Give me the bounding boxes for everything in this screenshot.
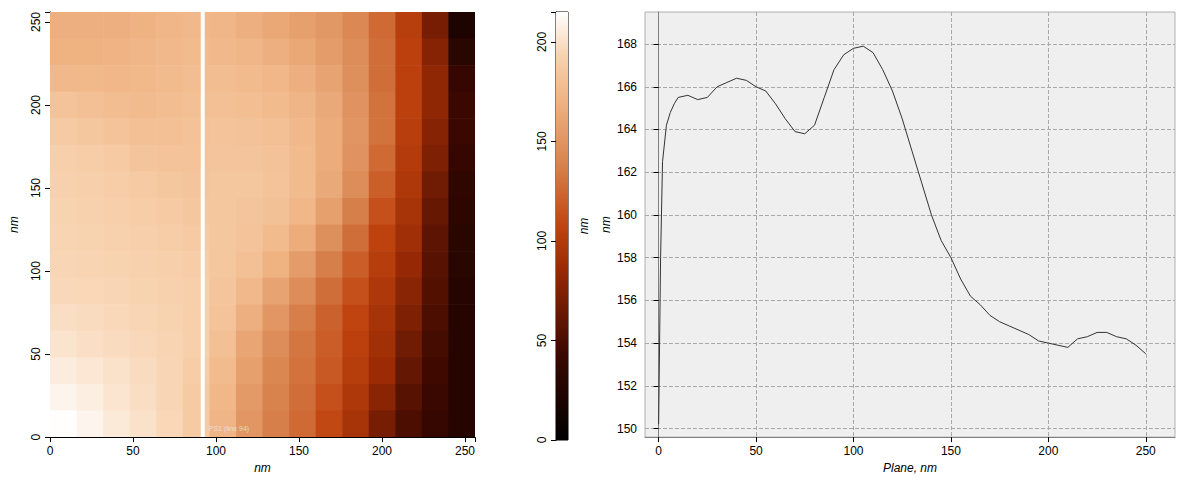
svg-text:200: 200 xyxy=(29,95,43,115)
svg-text:164: 164 xyxy=(617,122,637,136)
svg-text:50: 50 xyxy=(126,444,140,458)
svg-text:250: 250 xyxy=(29,12,43,32)
svg-text:50: 50 xyxy=(29,347,43,361)
svg-text:50: 50 xyxy=(749,444,763,458)
svg-text:150: 150 xyxy=(617,422,637,436)
svg-text:50: 50 xyxy=(535,333,549,347)
svg-text:160: 160 xyxy=(617,208,637,222)
svg-text:168: 168 xyxy=(617,37,637,51)
svg-text:0: 0 xyxy=(47,444,54,458)
svg-text:150: 150 xyxy=(535,131,549,151)
svg-text:156: 156 xyxy=(617,293,637,307)
svg-text:Plane, nm: Plane, nm xyxy=(883,461,937,475)
svg-text:158: 158 xyxy=(617,251,637,265)
svg-text:nm: nm xyxy=(599,216,613,233)
svg-text:nm: nm xyxy=(254,461,271,475)
svg-text:250: 250 xyxy=(455,444,475,458)
svg-text:0: 0 xyxy=(29,433,43,440)
svg-text:nm: nm xyxy=(7,216,21,233)
svg-text:nm: nm xyxy=(577,218,591,235)
svg-text:100: 100 xyxy=(843,444,863,458)
svg-text:250: 250 xyxy=(1136,444,1156,458)
svg-text:150: 150 xyxy=(289,444,309,458)
svg-text:0: 0 xyxy=(655,444,662,458)
svg-text:200: 200 xyxy=(535,32,549,52)
svg-text:100: 100 xyxy=(206,444,226,458)
svg-text:200: 200 xyxy=(372,444,392,458)
svg-text:100: 100 xyxy=(535,231,549,251)
svg-text:100: 100 xyxy=(29,261,43,281)
svg-text:150: 150 xyxy=(941,444,961,458)
svg-text:166: 166 xyxy=(617,80,637,94)
svg-text:152: 152 xyxy=(617,379,637,393)
svg-text:150: 150 xyxy=(29,178,43,198)
svg-text:0: 0 xyxy=(535,436,549,443)
svg-text:PS1 (line 94): PS1 (line 94) xyxy=(209,425,249,433)
svg-text:200: 200 xyxy=(1038,444,1058,458)
svg-text:154: 154 xyxy=(617,336,637,350)
svg-text:162: 162 xyxy=(617,165,637,179)
